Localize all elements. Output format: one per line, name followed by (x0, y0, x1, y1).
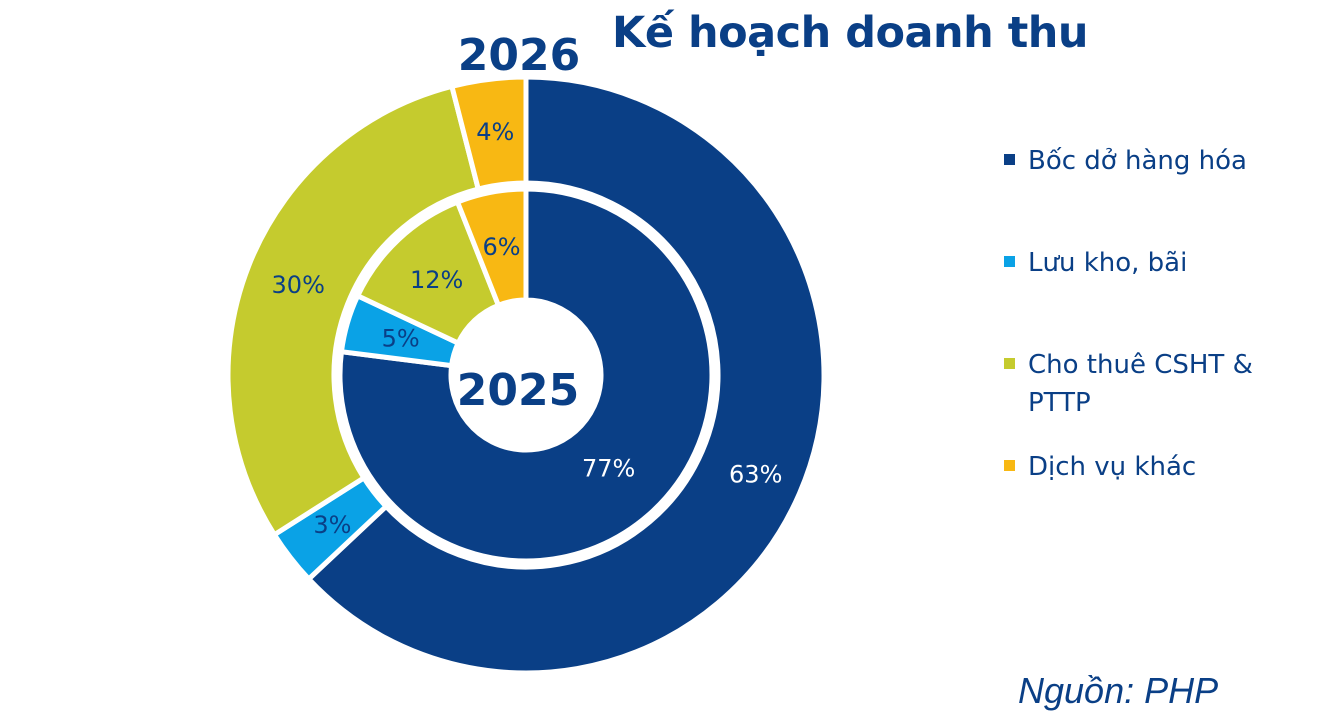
slice-2025-1[interactable] (337, 186, 715, 564)
slice-labels: 63% 3% 30% 4% 77% 5% 12% 6% (272, 118, 783, 539)
legend-label: Bốc dở hàng hóa (1028, 146, 1247, 176)
legend-item-boc-do-hang-hoa[interactable]: Bốc dở hàng hóa (1004, 142, 1304, 180)
legend: Bốc dở hàng hóa Lưu kho, bãi Cho thuê CS… (1004, 142, 1304, 486)
slice-2026-3[interactable] (225, 83, 482, 539)
legend-label: Dịch vụ khác (1028, 452, 1197, 482)
outer-ring-2026 (225, 74, 827, 676)
slice-label-2026-4: 4% (476, 118, 514, 146)
slice-2026-1[interactable] (305, 74, 827, 676)
slice-2025-3[interactable] (354, 198, 502, 347)
inner-ring-year-label: 2025 (456, 365, 580, 416)
slice-2026-4[interactable] (448, 74, 529, 193)
chart-title: Kế hoạch doanh thu (612, 8, 1089, 58)
slice-label-2026-2: 3% (313, 511, 351, 539)
legend-swatch (1004, 358, 1015, 369)
legend-swatch (1004, 154, 1015, 165)
slice-label-2025-4: 6% (483, 233, 521, 261)
legend-item-luu-kho-bai[interactable]: Lưu kho, bãi (1004, 244, 1304, 282)
legend-swatch (1004, 460, 1015, 471)
slice-2025-4[interactable] (454, 186, 529, 309)
slice-label-2026-3: 30% (272, 271, 325, 299)
source-note: Nguồn: PHP (1018, 670, 1219, 711)
legend-swatch (1004, 256, 1015, 267)
legend-label: Lưu kho, bãi (1028, 248, 1188, 278)
slice-label-2025-2: 5% (382, 325, 420, 353)
inner-ring-2025 (337, 186, 715, 564)
legend-item-dich-vu-khac[interactable]: Dịch vụ khác (1004, 448, 1304, 486)
legend-item-cho-thue-csht[interactable]: Cho thuê CSHT & PTTP (1004, 346, 1304, 422)
legend-label: Cho thuê CSHT & PTTP (1028, 350, 1253, 418)
slice-label-2025-3: 12% (410, 266, 463, 294)
slice-label-2026-1: 63% (729, 460, 782, 488)
outer-ring-year-label: 2026 (457, 30, 581, 81)
slice-label-2025-1: 77% (582, 455, 635, 483)
